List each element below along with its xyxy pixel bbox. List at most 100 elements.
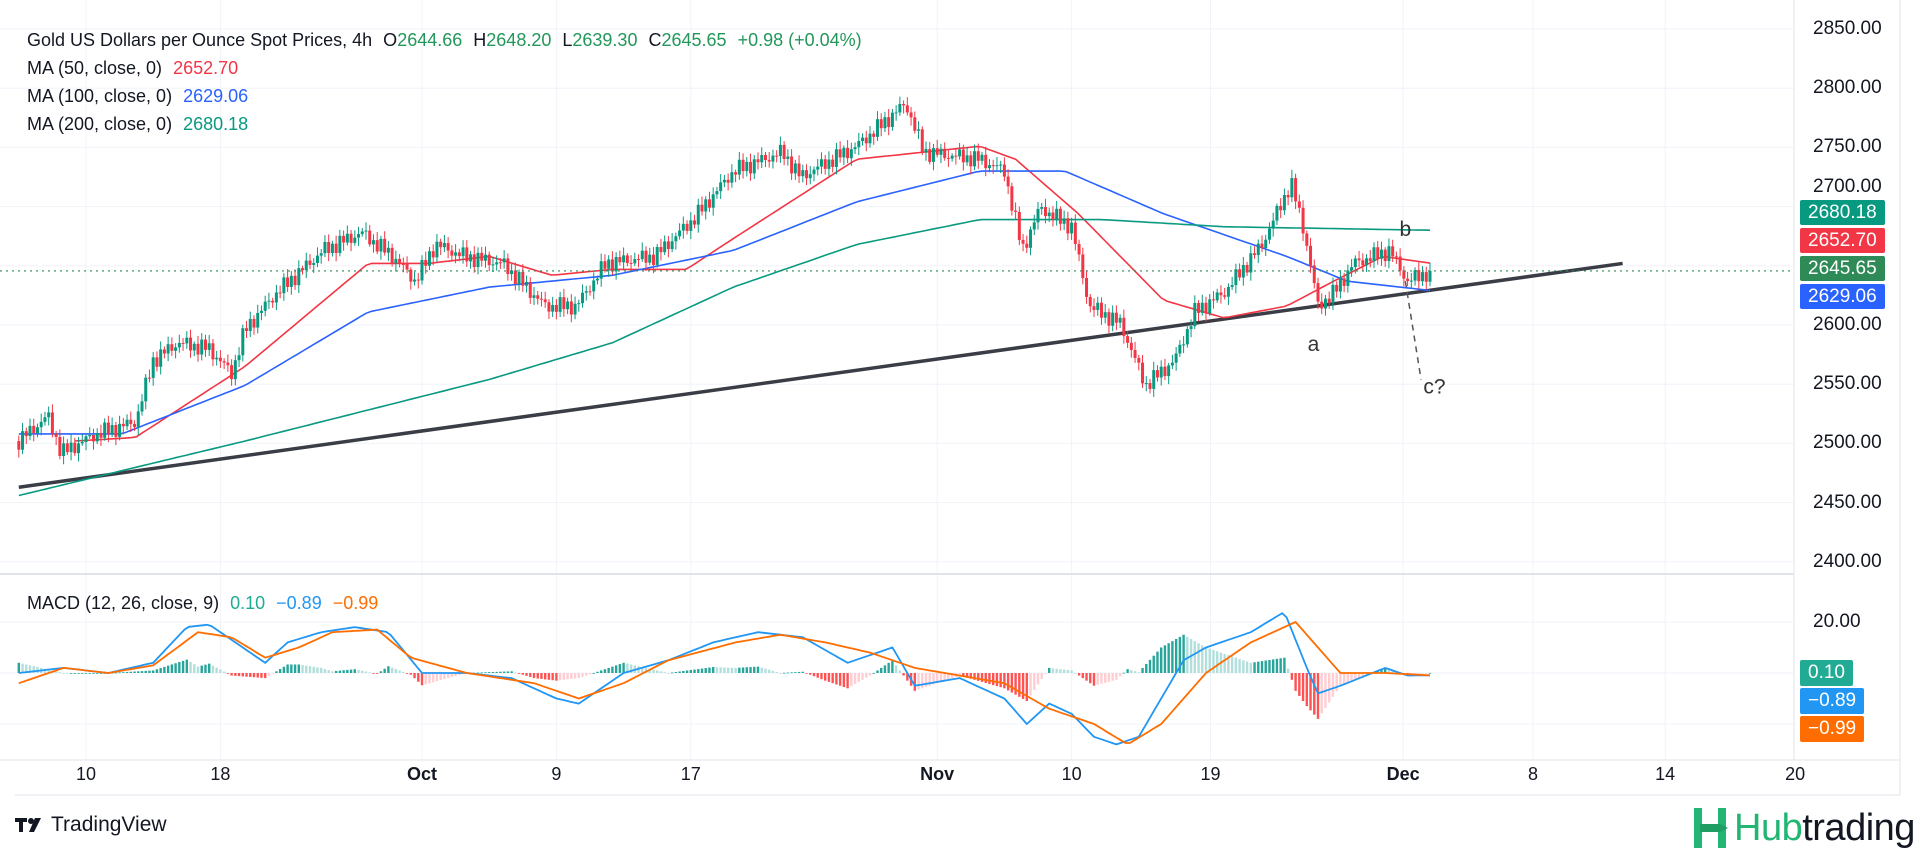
macd-histogram-bar: [349, 669, 353, 673]
candle: [588, 285, 592, 296]
candle-body: [77, 443, 81, 454]
symbol-legend[interactable]: Gold US Dollars per Ounce Spot Prices, 4…: [27, 29, 868, 51]
macd-histogram-bar: [1245, 661, 1249, 673]
candle: [1107, 308, 1111, 334]
ma200-label: MA (200, close, 0): [27, 114, 173, 134]
candle: [345, 225, 349, 246]
price-tick-label: 2450.00: [1813, 491, 1882, 513]
macd-legend[interactable]: MACD (12, 26, close, 9) 0.10 −0.89 −0.99: [27, 592, 384, 614]
macd-histogram-bar: [614, 665, 618, 673]
candle-body: [816, 166, 820, 170]
candle-body: [47, 412, 51, 418]
candle-body: [1103, 312, 1107, 318]
candle: [734, 169, 738, 183]
macd-histogram-bar: [1100, 673, 1103, 684]
macd-histogram-bar: [562, 673, 566, 680]
candle-body: [1286, 194, 1290, 198]
candle: [1055, 200, 1059, 226]
candle-body: [943, 148, 947, 158]
candle-body: [902, 103, 906, 106]
candle: [271, 297, 275, 308]
candle: [1014, 202, 1018, 220]
macd-histogram-bar: [1040, 673, 1043, 679]
candle: [189, 329, 193, 358]
candle: [961, 144, 965, 171]
macd-histogram-bar: [282, 666, 286, 673]
macd-histogram-bar: [693, 669, 696, 673]
candle-body: [1282, 194, 1286, 211]
candle-body: [155, 357, 159, 367]
candle-body: [1409, 280, 1413, 282]
candle: [554, 298, 558, 320]
candle-body: [607, 259, 611, 269]
candle-body: [450, 250, 454, 256]
macd-histogram-bar: [1212, 650, 1215, 673]
macd-signal-value: −0.99: [332, 593, 379, 613]
candle-body: [849, 149, 853, 159]
macd-histogram-bar: [372, 673, 375, 674]
candle-body: [103, 422, 107, 438]
candle-body: [1148, 383, 1152, 389]
ma100-legend[interactable]: MA (100, close, 0) 2629.06: [27, 85, 254, 107]
candle-body: [256, 312, 260, 328]
macd-histogram-bar: [1275, 658, 1279, 673]
macd-histogram-bar: [958, 673, 961, 676]
ma50-legend[interactable]: MA (50, close, 0) 2652.70: [27, 57, 244, 79]
candle: [1058, 206, 1062, 231]
candle: [879, 113, 883, 137]
candle-body: [1051, 212, 1055, 220]
candle-body: [595, 278, 599, 281]
candle: [233, 354, 237, 386]
macd-line-tag: −0.89: [1800, 688, 1865, 714]
candle-body: [696, 204, 700, 225]
macd-histogram-bar: [155, 669, 159, 673]
macd-histogram-bar: [917, 673, 920, 690]
support-trendline: [18, 261, 1623, 489]
candle: [129, 411, 133, 433]
candle-body: [547, 302, 551, 312]
candle-body: [637, 259, 641, 261]
candle-body: [577, 303, 581, 305]
macd-histogram-bar: [1428, 672, 1432, 674]
candle: [827, 151, 831, 177]
candle: [749, 153, 753, 181]
macd-histogram-bar: [181, 660, 185, 673]
macd-histogram-bar: [969, 673, 972, 679]
candle-body: [1107, 312, 1111, 326]
candle: [323, 235, 327, 258]
candle: [91, 428, 95, 450]
macd-histogram-bar: [894, 665, 898, 673]
candle-body: [1264, 239, 1268, 249]
macd-histogram-bar: [1257, 661, 1260, 673]
candle: [110, 417, 114, 438]
candle: [1271, 212, 1275, 237]
candle: [394, 250, 398, 272]
ma200-legend[interactable]: MA (200, close, 0) 2680.18: [27, 113, 254, 135]
candle: [1111, 305, 1115, 332]
candle: [1215, 288, 1219, 303]
macd-histogram-bar: [689, 670, 692, 673]
tradingview-icon: [15, 818, 41, 832]
candle-body: [1092, 306, 1096, 310]
candle: [69, 434, 73, 461]
macd-histogram-bar: [1018, 673, 1021, 697]
candle-body: [330, 243, 334, 254]
macd-histogram-bar: [1283, 657, 1286, 673]
macd-histogram-bar: [607, 667, 610, 673]
candle-body: [368, 230, 372, 245]
candle-body: [398, 258, 402, 265]
candle: [263, 295, 267, 317]
candle: [1159, 360, 1163, 386]
candle-body: [472, 254, 476, 268]
ma200-price-tag: 2680.18: [1800, 200, 1885, 225]
macd-histogram-bar: [581, 673, 584, 677]
candle-body: [293, 275, 297, 286]
macd-line-value: −0.89: [276, 593, 322, 613]
macd-histogram-bar: [204, 664, 207, 673]
candle-body: [1070, 222, 1074, 234]
macd-histogram-bar: [114, 672, 118, 674]
tradingview-logo[interactable]: TradingView: [15, 813, 167, 837]
candle: [767, 151, 771, 168]
candle: [1350, 259, 1354, 277]
